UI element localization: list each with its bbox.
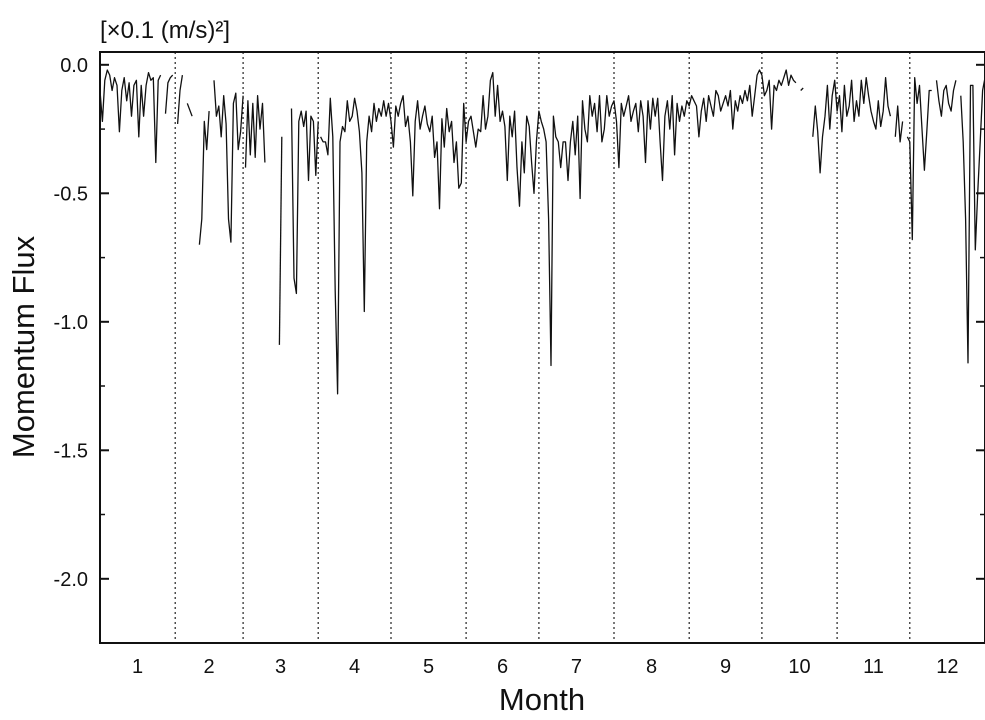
x-tick-label-month-9: 9 <box>720 656 731 678</box>
x-tick-label-month-10: 10 <box>788 656 810 678</box>
series-line-segment <box>213 80 244 243</box>
y-tick-label: -2.0 <box>54 569 88 591</box>
plot-frame <box>99 51 985 644</box>
x-tick-label-month-11: 11 <box>863 656 884 678</box>
series-line-segment <box>960 77 985 364</box>
y-tick-label: 0.0 <box>60 55 88 77</box>
series-layer <box>99 69 985 395</box>
x-tick-label-month-4: 4 <box>349 656 360 678</box>
y-unit-label: [×0.1 (m/s)²] <box>100 17 230 44</box>
y-axis-ticks: 0.0 -0.5 -1.0 -1.5 -2.0 <box>54 55 985 591</box>
x-tick-label-month-1: 1 <box>132 656 143 678</box>
x-tick-label-month-3: 3 <box>275 656 286 678</box>
series-line-segment <box>186 103 193 117</box>
series-line-segment <box>894 105 904 143</box>
y-tick-label: -1.0 <box>54 312 88 334</box>
series-line-segment <box>164 74 174 114</box>
series-line-segment <box>244 95 266 168</box>
x-axis-month-labels: 1 2 3 4 5 6 7 8 9 10 11 12 <box>132 656 958 678</box>
series-line-segment <box>198 111 210 245</box>
series-line-segment <box>278 136 283 345</box>
y-tick-label: -0.5 <box>54 183 88 205</box>
series-line-segment <box>935 80 957 117</box>
series-line-segment <box>99 69 162 164</box>
series-line-segment <box>812 77 892 174</box>
month-divider-lines <box>174 52 911 643</box>
x-axis-title: Month <box>499 682 585 717</box>
x-tick-label-month-6: 6 <box>497 656 508 678</box>
series-line-segment <box>290 108 319 295</box>
x-tick-label-month-7: 7 <box>571 656 582 678</box>
y-tick-label: -1.5 <box>54 440 88 462</box>
series-line-segment <box>906 77 932 241</box>
x-tick-label-month-8: 8 <box>646 656 657 678</box>
y-axis-title: Momentum Flux <box>6 235 41 458</box>
x-tick-label-month-5: 5 <box>423 656 434 678</box>
series-line-segment <box>176 74 184 124</box>
x-tick-label-month-2: 2 <box>204 656 215 678</box>
x-tick-label-month-12: 12 <box>936 656 958 678</box>
series-line-segment <box>800 87 804 91</box>
series-line-segment <box>320 69 797 395</box>
